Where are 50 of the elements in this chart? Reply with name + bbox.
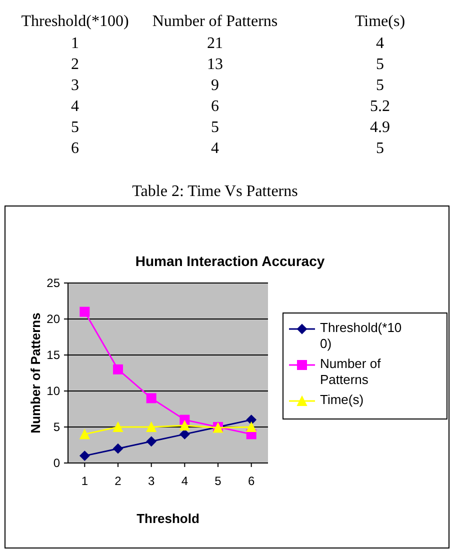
legend-label: Number of Patterns — [320, 356, 382, 388]
y-tick-label: 20 — [46, 312, 60, 326]
y-tick-label: 15 — [46, 348, 60, 362]
data-label: 5 — [376, 77, 384, 94]
y-tick-label: 5 — [53, 420, 60, 434]
data-label: 6 — [211, 98, 219, 115]
point — [180, 420, 190, 431]
y-tick-label: 25 — [46, 276, 60, 290]
data-label: 5 — [211, 119, 219, 136]
y-tick-label: 6 — [71, 140, 79, 157]
point — [146, 422, 156, 432]
x-tick-label: 1 — [81, 474, 88, 488]
data-label: 21 — [207, 35, 223, 52]
data-label: 5 — [376, 140, 384, 157]
data-label: 4.9 — [370, 119, 390, 136]
point — [246, 422, 256, 432]
chart-title: Human Interaction Accuracy — [135, 253, 325, 269]
data-label: 5 — [376, 56, 384, 73]
point — [113, 364, 123, 374]
data-label: 13 — [207, 56, 223, 73]
legend-label: Time(s) — [320, 392, 365, 408]
data-label: 4 — [376, 35, 384, 52]
y-tick-label: 1 — [71, 35, 79, 52]
y-tick-label: 10 — [46, 384, 60, 398]
legend-label: Threshold(*100) — [320, 320, 403, 352]
point — [146, 436, 156, 446]
x-tick-label: 2 — [114, 474, 122, 488]
point — [180, 429, 190, 440]
data-label: 9 — [211, 77, 219, 94]
data-label: 4 — [211, 140, 219, 157]
point — [80, 306, 90, 317]
x-tick-label: 4 — [181, 474, 188, 488]
y-tick-label: 4 — [71, 98, 79, 115]
y-tick-label: 2 — [71, 56, 79, 73]
point — [80, 450, 90, 461]
y-tick-label: 3 — [71, 77, 79, 94]
y-tick-label: 0 — [53, 456, 60, 470]
point — [246, 414, 256, 425]
point — [113, 422, 123, 432]
x-tick-label: 5 — [214, 474, 222, 488]
data-label: 5.2 — [370, 98, 390, 115]
point — [80, 429, 90, 440]
point — [146, 393, 156, 404]
x-axis-title: Threshold — [136, 511, 200, 526]
y-tick-label: 5 — [71, 119, 79, 136]
point — [113, 444, 123, 454]
x-tick-label: 3 — [148, 474, 155, 488]
caption: Table 2: Time Vs Patterns — [132, 183, 298, 200]
y-axis-title: Threshold(*100) — [21, 13, 129, 30]
x-tick-label: 6 — [248, 474, 255, 488]
